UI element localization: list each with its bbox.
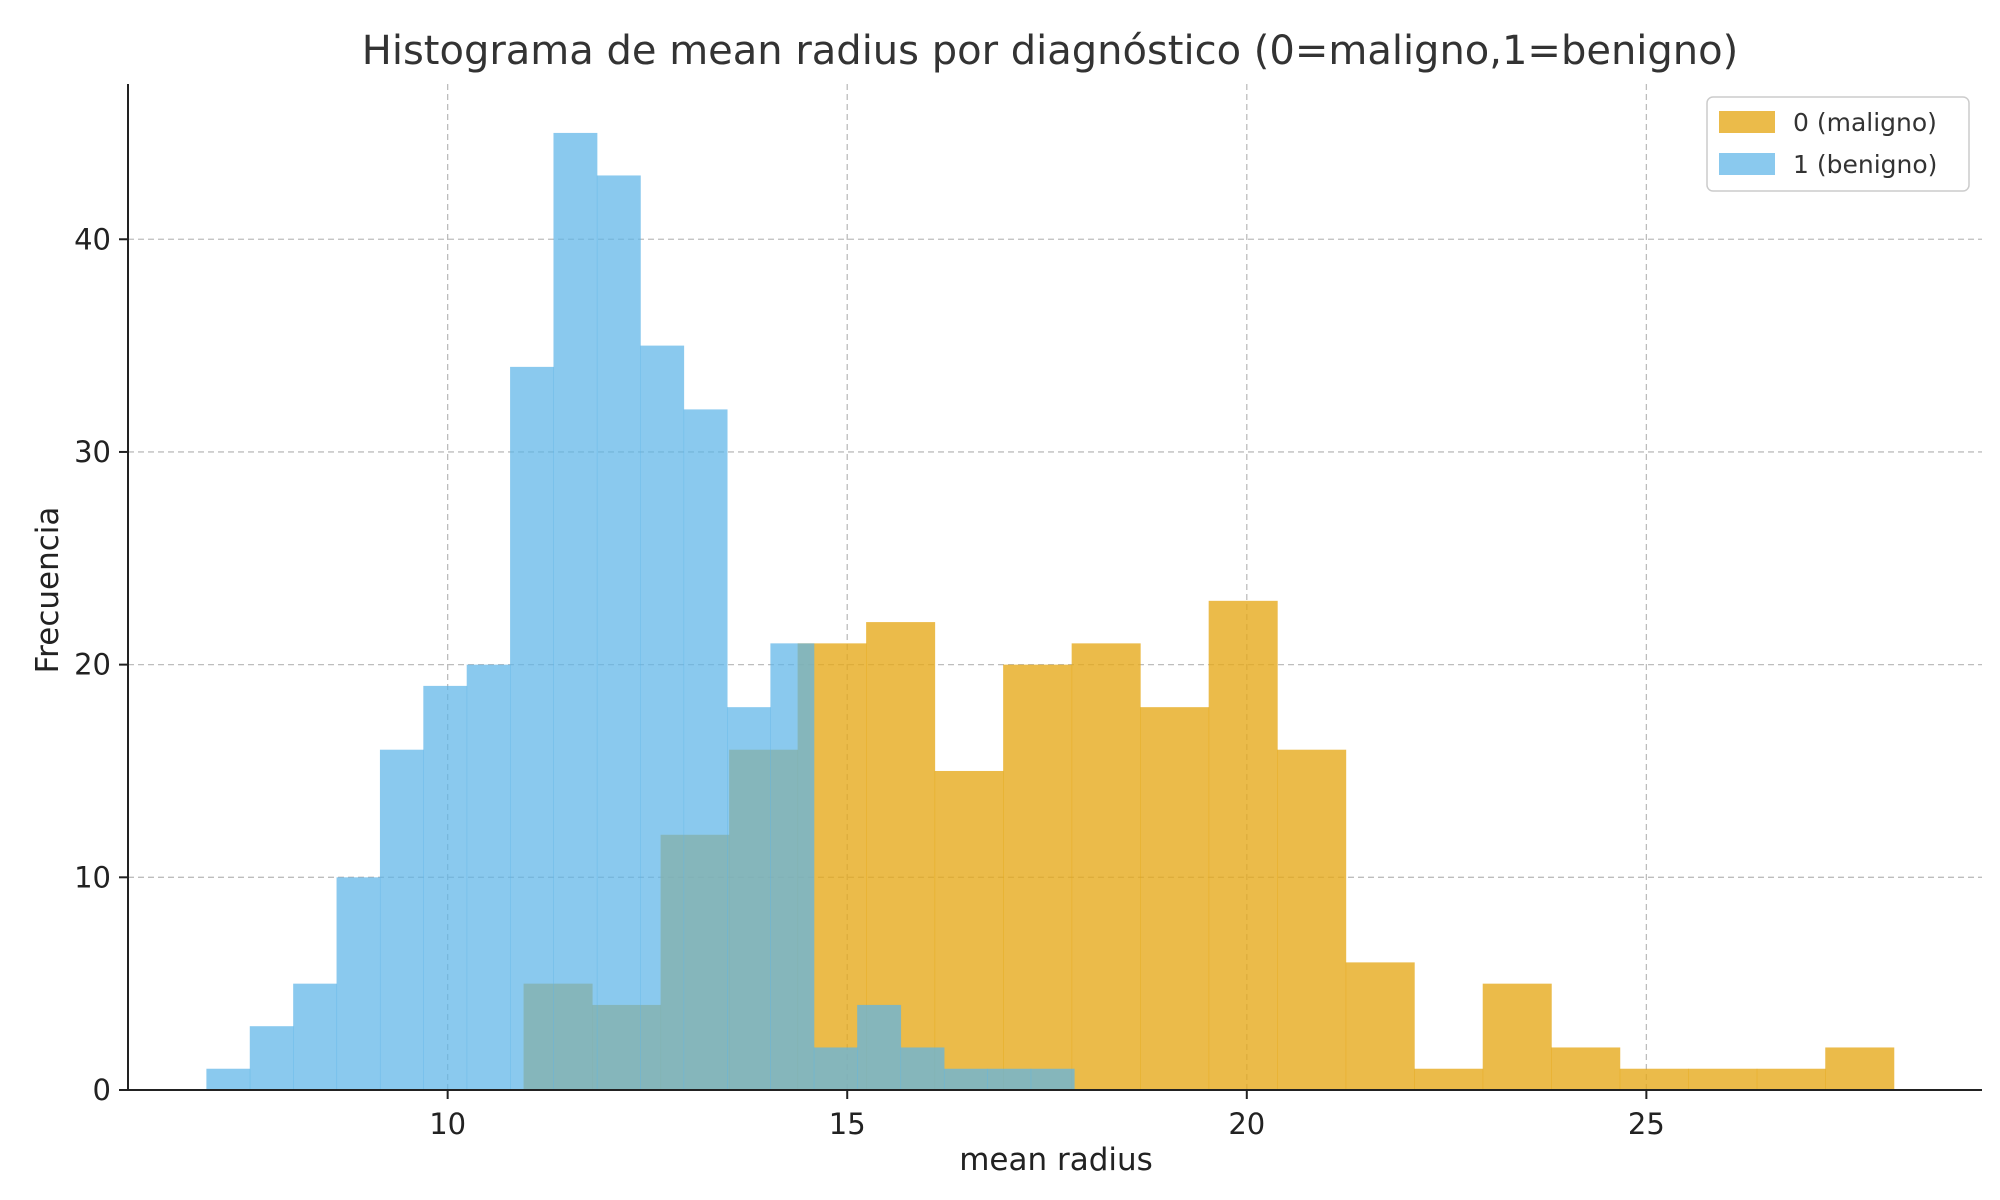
- tick-labels: 10 15 20 25 0 10 20 30 40: [74, 222, 1665, 1141]
- histogram-bar: [379, 749, 424, 1090]
- histogram-bar: [640, 345, 685, 1090]
- histogram-bar: [1277, 749, 1347, 1090]
- x-tick-label: 20: [1228, 1107, 1265, 1141]
- histogram-bar: [293, 983, 338, 1090]
- legend: 0 (maligno) 1 (benigno): [1706, 96, 1970, 192]
- y-tick-label: 0: [93, 1073, 111, 1107]
- x-tick-label: 10: [429, 1107, 466, 1141]
- histogram-bar: [1345, 962, 1415, 1090]
- histogram-bar: [423, 685, 468, 1090]
- histogram-bar: [727, 707, 771, 1090]
- legend-entry-label: 1 (benigno): [1793, 150, 1937, 179]
- chart-title: Histograma de mean radius por diagnóstic…: [362, 28, 1738, 74]
- histogram-bar: [943, 1068, 988, 1090]
- histogram-bars: [206, 132, 1895, 1091]
- x-axis-label: mean radius: [959, 1142, 1153, 1178]
- histogram-bar: [1414, 1068, 1484, 1090]
- histogram-bar: [1071, 643, 1141, 1090]
- histogram-bar: [1688, 1068, 1758, 1090]
- legend-entry-label: 0 (maligno): [1793, 108, 1937, 137]
- histogram-bar: [1140, 707, 1210, 1090]
- histogram-bar: [857, 1004, 902, 1090]
- histogram-bar: [1208, 600, 1278, 1090]
- y-tick-label: 20: [74, 648, 111, 682]
- histogram-bar: [596, 175, 641, 1091]
- histogram-bar: [1030, 1068, 1075, 1090]
- histogram-bar: [1482, 983, 1552, 1090]
- histogram-bar: [683, 409, 728, 1090]
- histogram-bar: [813, 1047, 858, 1090]
- x-tick-label: 15: [829, 1107, 866, 1141]
- histogram-bar: [466, 664, 511, 1090]
- y-axis-label: Frecuencia: [30, 507, 66, 674]
- histogram-bar: [900, 1047, 945, 1090]
- series-1-bars: [206, 132, 1075, 1091]
- histogram-bar: [1825, 1047, 1895, 1090]
- histogram-bar: [1756, 1068, 1826, 1090]
- y-tick-label: 40: [74, 222, 111, 256]
- y-tick-label: 10: [74, 860, 111, 894]
- histogram-bar: [1003, 664, 1073, 1090]
- histogram-bar: [1551, 1047, 1621, 1090]
- histogram-bar: [510, 366, 554, 1090]
- histogram-bar: [1619, 1068, 1689, 1090]
- x-tick-label: 25: [1628, 1107, 1665, 1141]
- histogram-bar: [987, 1068, 1032, 1090]
- histogram-bar: [249, 1026, 294, 1090]
- legend-swatch: [1719, 111, 1775, 133]
- histogram-bar: [553, 132, 598, 1090]
- legend-swatch: [1719, 153, 1775, 175]
- histogram-bar: [934, 770, 1004, 1090]
- y-tick-label: 30: [74, 435, 111, 469]
- axes: [127, 84, 1982, 1091]
- histogram-bar: [206, 1068, 251, 1090]
- histogram-bar: [336, 877, 381, 1090]
- histogram-bar: [770, 643, 815, 1090]
